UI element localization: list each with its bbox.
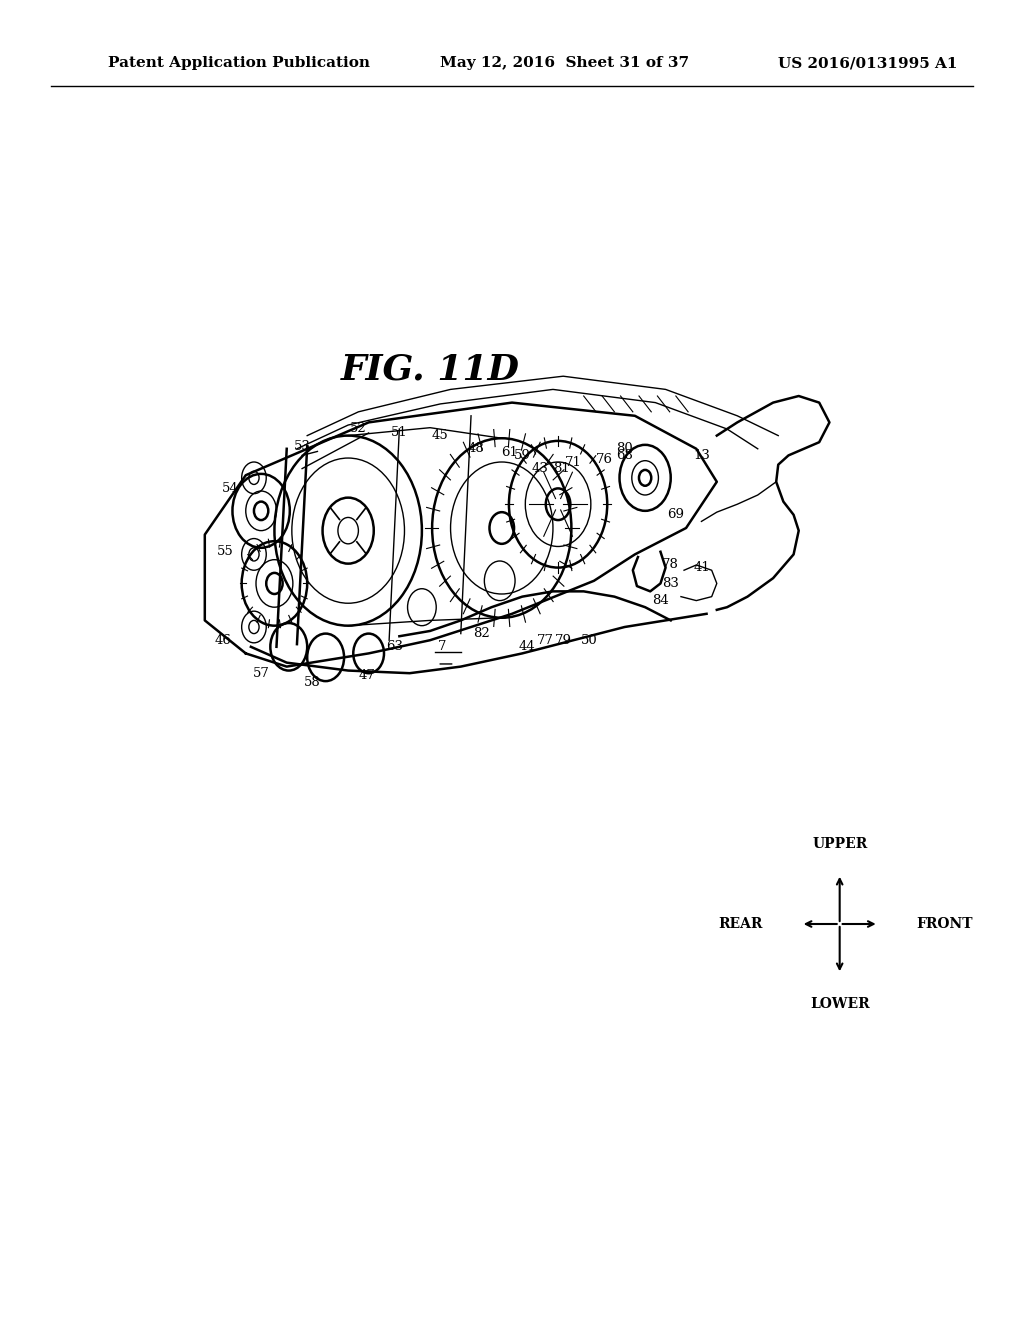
Text: 45: 45 (432, 429, 449, 442)
Text: US 2016/0131995 A1: US 2016/0131995 A1 (778, 57, 957, 70)
Text: 43: 43 (531, 462, 548, 475)
Text: 7: 7 (438, 640, 446, 653)
Text: 47: 47 (358, 669, 375, 682)
Text: FIG. 11D: FIG. 11D (341, 352, 519, 387)
Text: 71: 71 (565, 455, 582, 469)
Text: 84: 84 (652, 594, 669, 607)
Text: 46: 46 (215, 634, 231, 647)
Text: 52: 52 (350, 422, 367, 436)
Text: 80: 80 (616, 442, 633, 455)
Text: 82: 82 (473, 627, 489, 640)
Text: 81: 81 (553, 462, 569, 475)
Text: UPPER: UPPER (812, 837, 867, 851)
Text: 51: 51 (391, 426, 408, 440)
Text: 79: 79 (555, 634, 571, 647)
Text: 50: 50 (581, 634, 597, 647)
Text: 61: 61 (502, 446, 518, 459)
Text: 13: 13 (693, 449, 710, 462)
Text: May 12, 2016  Sheet 31 of 37: May 12, 2016 Sheet 31 of 37 (440, 57, 689, 70)
Text: 69: 69 (668, 508, 684, 521)
Text: 55: 55 (217, 545, 233, 558)
Text: 54: 54 (222, 482, 239, 495)
Text: 48: 48 (468, 442, 484, 455)
Text: 53: 53 (294, 440, 310, 453)
Text: FRONT: FRONT (916, 917, 973, 931)
Text: 76: 76 (596, 453, 612, 466)
Text: LOWER: LOWER (810, 997, 869, 1011)
Text: 78: 78 (663, 558, 679, 572)
Text: 63: 63 (386, 640, 402, 653)
Text: 57: 57 (253, 667, 269, 680)
Text: 59: 59 (514, 449, 530, 462)
Text: 77: 77 (538, 634, 554, 647)
Text: 68: 68 (616, 449, 633, 462)
Text: Patent Application Publication: Patent Application Publication (108, 57, 370, 70)
Text: 41: 41 (693, 561, 710, 574)
Text: 83: 83 (663, 577, 679, 590)
Text: 58: 58 (304, 676, 321, 689)
Text: REAR: REAR (719, 917, 763, 931)
Text: 44: 44 (519, 640, 536, 653)
